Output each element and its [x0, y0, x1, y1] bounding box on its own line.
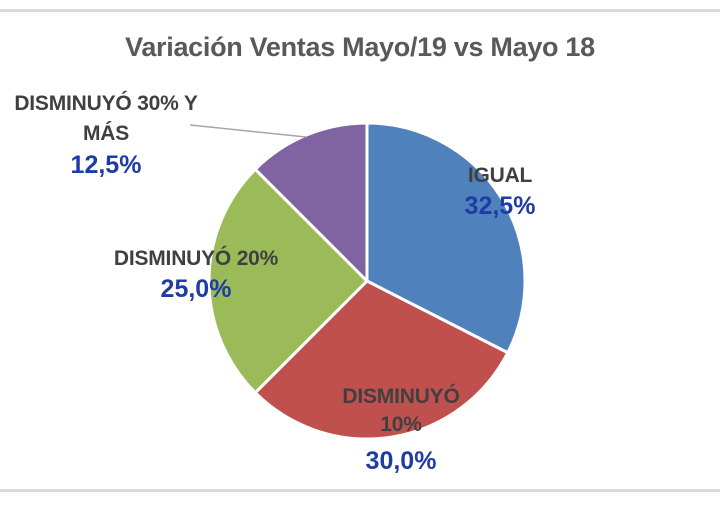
- data-label-category: IGUAL: [400, 162, 600, 190]
- data-label-value: 25,0%: [160, 275, 232, 303]
- data-label-category-line: DISMINUYÓ 20%: [113, 247, 279, 270]
- chart-top-border-line: [0, 9, 720, 12]
- pie-slice-disminuyo-20[interactable]: [207, 167, 369, 395]
- data-label-category: MÁS: [3, 119, 209, 149]
- pie-slices: [207, 121, 527, 441]
- data-label-category-line: 10%: [380, 413, 422, 436]
- data-label-value: 32,5%: [464, 192, 536, 220]
- data-label-disminuyo-30-y-mas: DISMINUYÓ 30% Y MÁS 12,5%: [3, 89, 209, 181]
- data-label-igual: IGUAL 32,5%: [400, 162, 600, 222]
- chart-title: Variación Ventas Mayo/19 vs Mayo 18: [125, 32, 595, 62]
- data-label-category: 10%: [301, 411, 501, 439]
- data-label-category: DISMINUYÓ 20%: [86, 245, 306, 273]
- data-label-value: 12,5%: [70, 151, 142, 179]
- data-label-category-line: MÁS: [82, 122, 130, 145]
- leader-line-disminuyo-30-y-mas: [189, 124, 307, 138]
- pie-slice-igual[interactable]: [365, 121, 527, 355]
- data-label-category: DISMINUYÓ 30% Y: [3, 89, 209, 119]
- data-label-disminuyo-20: DISMINUYÓ 20% 25,0%: [86, 245, 306, 305]
- data-label-category-line: DISMINUYÓ 30% Y: [14, 92, 198, 115]
- data-label-category-line: DISMINUYÓ: [342, 385, 460, 408]
- pie-slice-disminuyo-30-y-mas[interactable]: [253, 121, 369, 283]
- data-label-value: 30,0%: [365, 447, 437, 475]
- pie-slice-disminuyo-10[interactable]: [253, 279, 510, 441]
- data-label-disminuyo-10: DISMINUYÓ 10% 30,0%: [301, 383, 501, 477]
- chart-bottom-border-line: [0, 489, 720, 492]
- data-label-category-line: IGUAL: [467, 164, 533, 187]
- data-label-category: DISMINUYÓ: [301, 383, 501, 411]
